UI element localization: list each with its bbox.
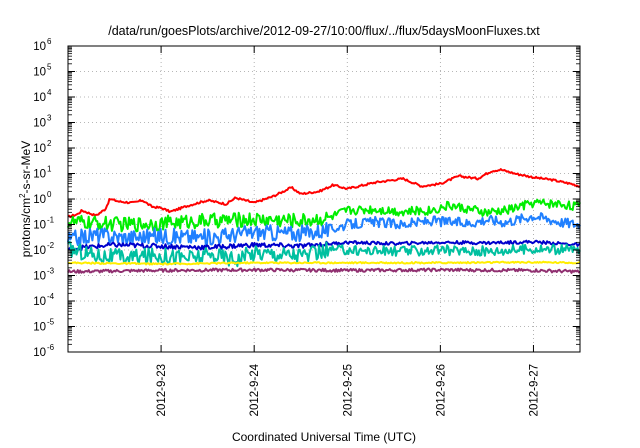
series-line [67,212,581,247]
y-tick-label: 10-4 [33,292,54,308]
y-tick-exponent: 6 [47,37,52,46]
y-tick-exponent: 4 [47,88,52,97]
y-tick-exponent: -3 [47,267,55,276]
x-tick-label: 2012-9-26 [435,364,447,416]
y-tick-exponent: 0 [47,190,52,199]
x-tick-label: 2012-9-23 [156,364,168,416]
y-tick-label: 104 [33,88,52,104]
y-tick-label: 10-6 [33,343,54,359]
series-line [67,240,581,268]
grid [68,46,580,352]
y-tick-label: 10-1 [33,216,54,232]
y-tick-exponent: -2 [47,241,55,250]
series-line [67,168,581,219]
series-line [67,198,581,233]
series-line [67,239,581,252]
tick-marks [68,45,580,353]
y-tick-exponent: -6 [47,343,55,352]
y-tick-label: 10-5 [33,318,54,334]
series-group [67,168,581,274]
chart-title: /data/run/goesPlots/archive/2012-09-27/1… [108,24,540,38]
y-tick-exponent: 2 [47,139,52,148]
y-tick-exponent: -1 [47,216,55,225]
y-tick-label: 102 [33,139,52,155]
x-axis-label: Coordinated Universal Time (UTC) [232,430,416,444]
y-tick-label: 106 [33,37,52,53]
y-tick-label: 10-2 [33,241,54,257]
y-tick-exponent: -4 [47,292,55,301]
x-tick-label: 2012-9-24 [249,363,261,416]
y-tick-exponent: 1 [47,165,52,174]
y-tick-exponent: -5 [47,318,55,327]
x-tick-labels: 2012-9-23 2012-9-24 2012-9-25 2012-9-26 2012… [156,363,540,416]
series-line [67,260,581,266]
y-tick-exponent: 3 [47,114,52,123]
y-tick-label: 105 [33,63,52,79]
y-tick-label: 103 [33,114,52,130]
y-axis-label: protons/cm2-s-sr-MeV [18,141,33,257]
x-tick-label: 2012-9-25 [342,364,354,416]
series-line [67,267,581,274]
y-tick-label: 100 [33,190,52,206]
y-tick-label: 101 [33,165,52,181]
y-tick-exponent: 5 [47,63,52,72]
y-tick-label: 10-3 [33,267,54,283]
y-tick-labels: 10-610-510-410-310-210-11001011021031041… [33,37,54,359]
x-tick-label: 2012-9-27 [528,364,540,416]
